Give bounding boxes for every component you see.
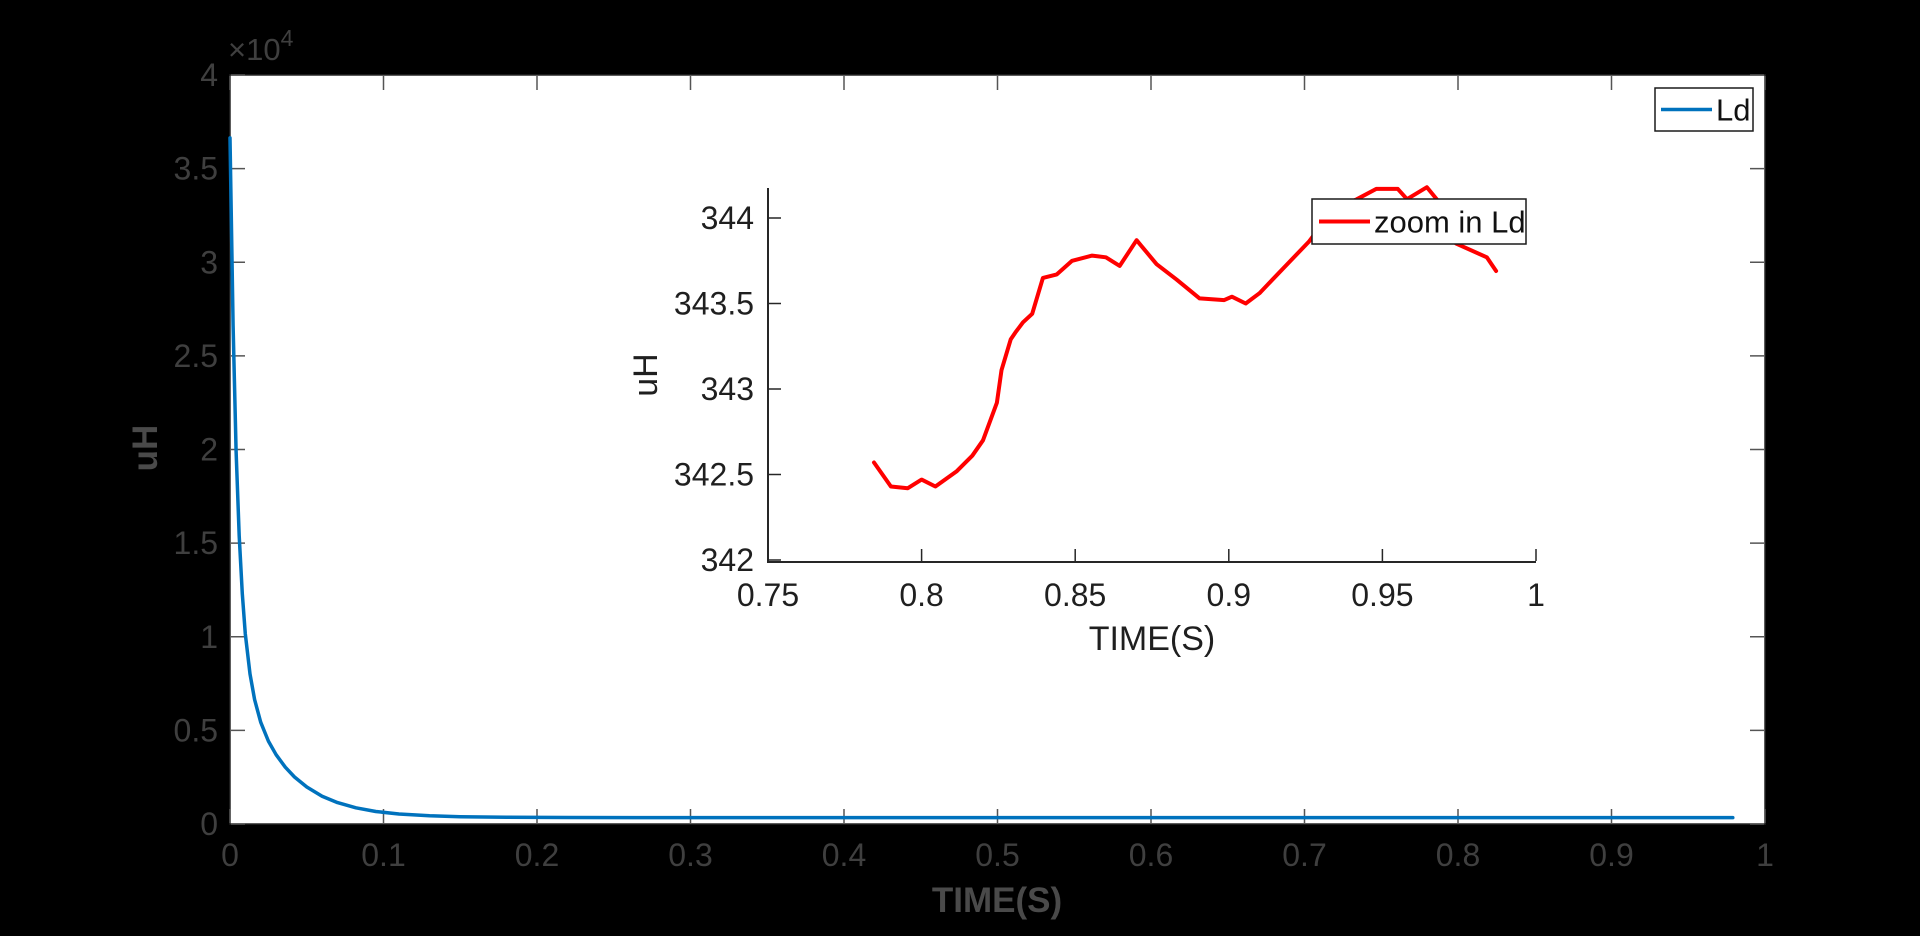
main-x-tick-label: 0	[221, 837, 239, 873]
main-x-tick-label: 0.4	[822, 837, 866, 873]
main-x-tick-label: 0.8	[1436, 837, 1480, 873]
inset-x-tick-label: 0.9	[1207, 577, 1251, 613]
main-x-tick-label: 0.6	[1129, 837, 1173, 873]
main-legend-box	[1654, 87, 1754, 132]
zoom-ld-line-series	[872, 185, 1499, 491]
inset-x-tick-label: 0.8	[899, 577, 943, 613]
inset-legend: zoom in Ld	[1311, 198, 1527, 245]
inset-y-tick-label: 342.5	[674, 457, 754, 493]
main-x-tick-label: 0.7	[1282, 837, 1326, 873]
main-x-tick-label: 0.5	[975, 837, 1019, 873]
main-legend-label: Ld	[1716, 93, 1750, 128]
main-y-tick-label: 0.5	[174, 712, 218, 748]
main-y-tick-label: 2.5	[174, 338, 218, 374]
main-y-axis-label: uH	[126, 425, 165, 472]
inset-y-axis-label: uH	[627, 353, 665, 396]
inset-y-tick-label: 342	[701, 542, 754, 578]
main-y-tick-label: 4	[200, 57, 218, 93]
main-y-tick-labels: 0 0.5 1 1.5 2 2.5 3 3.5 4	[174, 57, 218, 842]
main-x-tick-labels: 0 0.1 0.2 0.3 0.4 0.5 0.6 0.7 0.8 0.9 1	[221, 837, 1774, 873]
main-x-tick-label: 0.3	[668, 837, 712, 873]
inset-y-tick-labels: 342 342.5 343 343.5 344	[674, 200, 754, 578]
main-legend: Ld	[1654, 87, 1754, 132]
main-y-tick-label: 0	[200, 806, 218, 842]
inset-x-tick-label: 0.75	[737, 577, 799, 613]
y-axis-multiplier-label: ×104	[228, 25, 294, 67]
inset-y-tick-label: 343	[701, 371, 754, 407]
inset-y-tick-label: 343.5	[674, 286, 754, 322]
main-x-tick-label: 0.1	[361, 837, 405, 873]
ld-line-series	[228, 136, 1735, 820]
main-plot-area	[229, 74, 1766, 825]
inset-x-tick-labels: 0.75 0.8 0.85 0.9 0.95 1	[737, 577, 1545, 613]
main-y-tick-label: 1	[200, 619, 218, 655]
main-x-tick-label: 1	[1756, 837, 1774, 873]
inset-x-tick-label: 1	[1527, 577, 1545, 613]
main-y-tick-label: 2	[200, 432, 218, 468]
main-y-tick-label: 3	[200, 244, 218, 280]
main-axes: 0 0.1 0.2 0.3 0.4 0.5 0.6 0.7 0.8 0.9 1 0 0.5 1 1.5 2 2…	[126, 25, 1774, 920]
inset-tick-marks	[767, 217, 1537, 561]
main-x-tick-label: 0.9	[1589, 837, 1633, 873]
inset-legend-label: zoom in Ld	[1374, 205, 1526, 240]
inset-x-tick-label: 0.85	[1044, 577, 1106, 613]
main-x-tick-label: 0.2	[515, 837, 559, 873]
inset-x-axis-label: TIME(S)	[1089, 620, 1216, 658]
inset-axes: 0.75 0.8 0.85 0.9 0.95 1 342342.5343343.5344 …	[627, 185, 1545, 658]
main-y-tick-label: 1.5	[174, 525, 218, 561]
inset-y-tick-label: 344	[701, 200, 754, 236]
inset-axis-spines	[767, 188, 1536, 563]
inset-x-tick-label: 0.95	[1351, 577, 1413, 613]
main-x-axis-label: TIME(S)	[932, 881, 1062, 920]
main-y-tick-label: 3.5	[174, 151, 218, 187]
